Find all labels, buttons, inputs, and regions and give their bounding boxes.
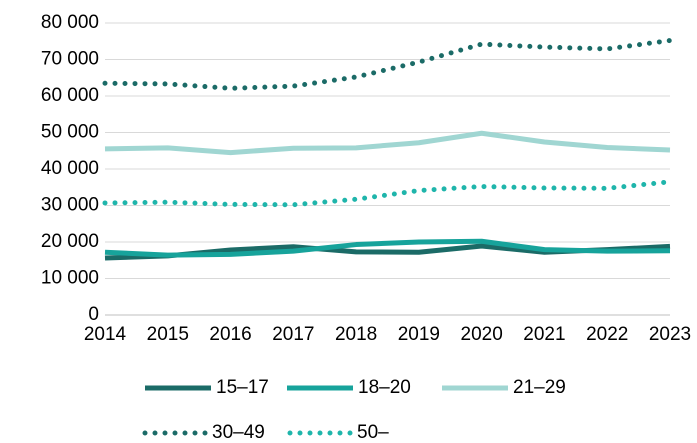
x-tick-label: 2017: [272, 324, 314, 345]
series-line: [102, 179, 673, 208]
y-tick-label: 50 000: [41, 122, 99, 143]
y-tick-label: 80 000: [41, 12, 99, 33]
x-tick-label: 2019: [398, 324, 440, 345]
y-tick-label: 70 000: [41, 49, 99, 70]
y-tick-label: 0: [88, 304, 99, 325]
y-tick-label: 60 000: [41, 85, 99, 106]
x-tick-label: 2020: [461, 324, 503, 345]
y-tick-label: 40 000: [41, 158, 99, 179]
y-tick-label: 20 000: [41, 231, 99, 252]
legend-label: 15–17: [216, 377, 269, 398]
x-tick-label: 2023: [649, 324, 691, 345]
legend-label: 18–20: [358, 377, 411, 398]
x-tick-label: 2016: [209, 324, 251, 345]
legend-label: 21–29: [513, 377, 566, 398]
x-tick-label: 2018: [335, 324, 377, 345]
x-tick-label: 2015: [147, 324, 189, 345]
x-tick-label: 2014: [84, 324, 127, 345]
x-tick-label: 2022: [586, 324, 628, 345]
y-tick-label: 10 000: [41, 268, 99, 289]
legend-label: 50–: [357, 422, 389, 443]
series-line: [102, 38, 673, 91]
legend-label: 30–49: [212, 422, 265, 443]
series-line: [104, 130, 671, 156]
y-tick-label: 30 000: [41, 195, 99, 216]
x-tick-label: 2021: [523, 324, 565, 345]
series-line: [104, 238, 671, 258]
